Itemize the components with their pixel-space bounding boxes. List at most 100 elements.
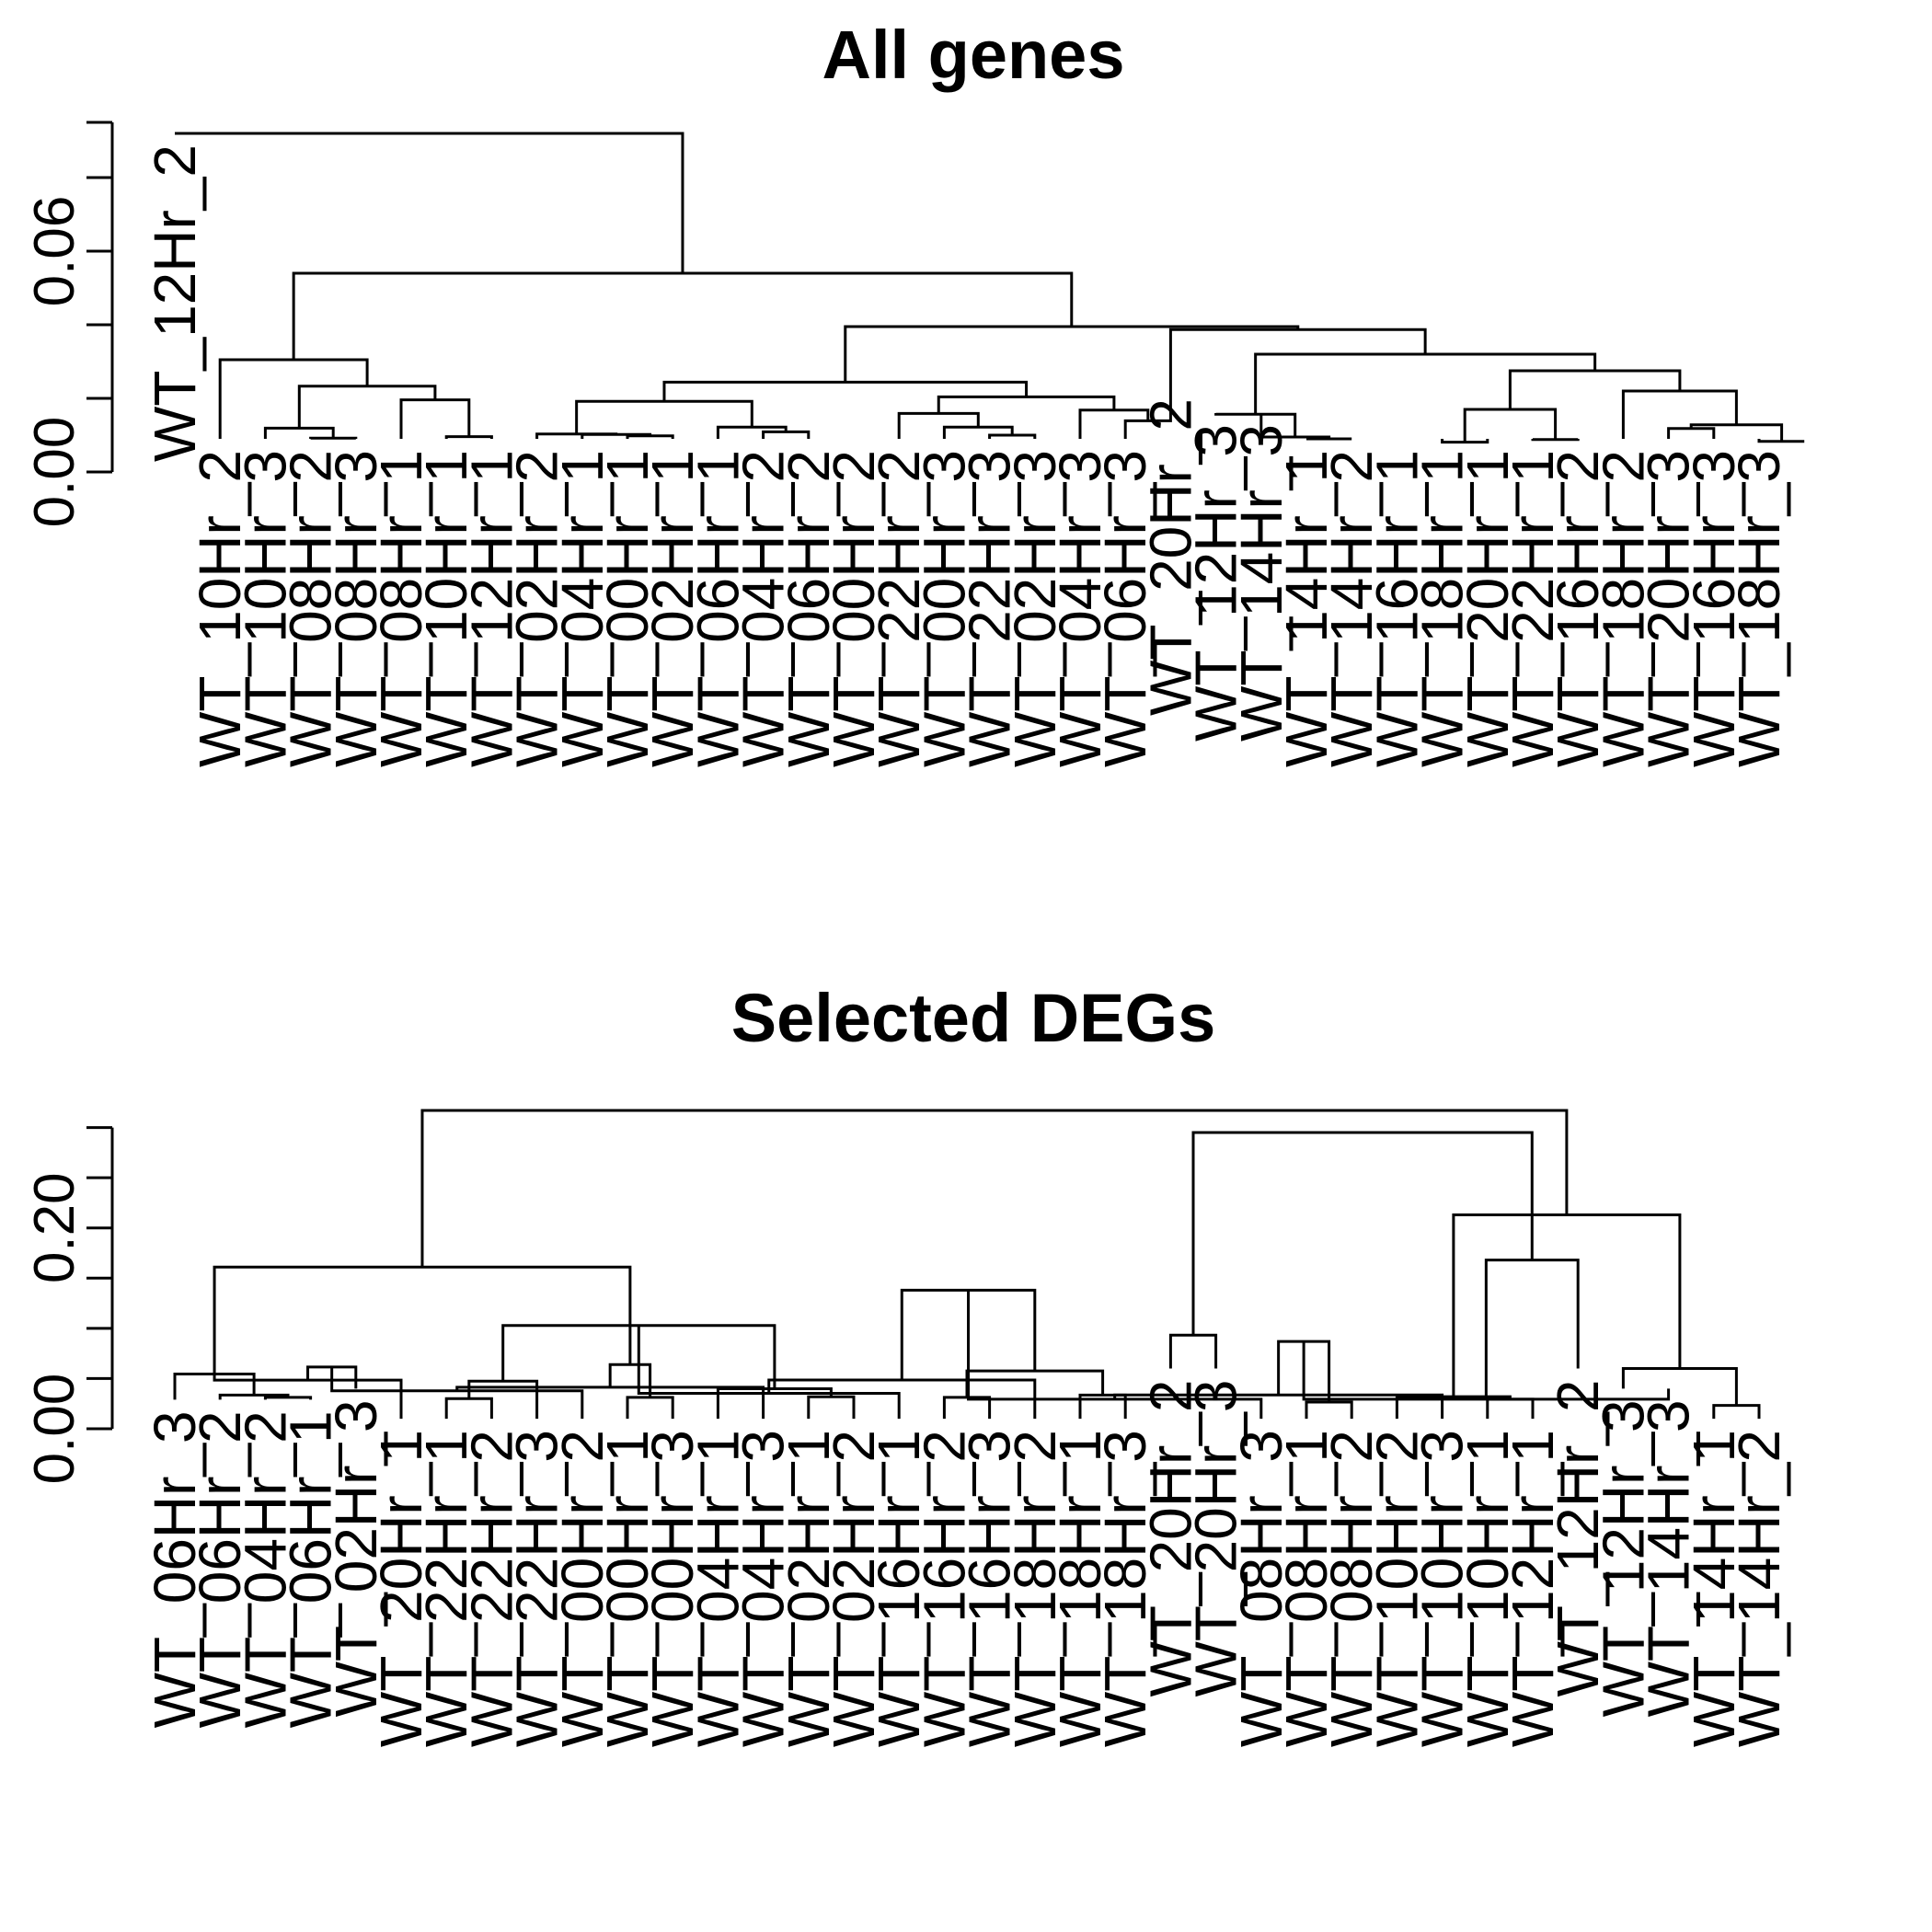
y-tick-label: 0.00 (23, 417, 86, 528)
leaf-label: WT_06Hr_2 (776, 450, 842, 767)
dendrogram-link (988, 433, 1037, 439)
dendrogram-link (1486, 1397, 1535, 1420)
dendrogram-link (399, 398, 471, 439)
dendrogram-link (1113, 1393, 1444, 1420)
dendrogram-link (420, 1109, 1569, 1268)
leaf-label: WT_06Hr_1 (278, 1410, 344, 1728)
leaf-label: WT_16Hr_3 (957, 1430, 1023, 1747)
leaf-label: WT_08Hr_2 (1318, 1430, 1385, 1747)
leaf-label: WT_22Hr_1 (1500, 450, 1566, 767)
leaf-label: WT_20Hr_3 (1183, 1380, 1249, 1697)
leaf-label: WT_02Hr_1 (639, 450, 706, 767)
leaf-label: WT_22Hr_1 (413, 1430, 479, 1747)
leaf-label: WT_08Hr_2 (278, 450, 344, 767)
dendrogram-link (575, 399, 753, 434)
dendrogram-link (1757, 439, 1805, 443)
leaf-label: WT_12Hr_2 (1545, 1380, 1611, 1697)
leaf-label: WT_18Hr_3 (1726, 450, 1792, 767)
leaf-label: WT_02Hr_2 (821, 1430, 887, 1747)
dendrogram-links (175, 132, 1805, 444)
leaf-label: WT_04Hr_3 (1047, 450, 1113, 767)
leaf-label: WT_08Hr_3 (323, 450, 389, 767)
dendrogram-link (807, 1395, 856, 1420)
panel-all-genes: All genes 0.000.06 WT_12Hr_2WT_10Hr_2WT_… (23, 17, 1805, 767)
dendrogram-link (626, 434, 674, 439)
y-axis: 0.00 0.06 (23, 121, 114, 528)
leaf-label: WT_18Hr_1 (1409, 450, 1476, 767)
leaf-label: WT_08Hr_1 (368, 450, 434, 767)
dendrogram-link (662, 380, 1029, 402)
dendrogram-link (1484, 1259, 1580, 1399)
leaf-label: WT_10Hr_3 (232, 450, 298, 767)
leaf-label: WT_12Hr_2 (142, 144, 208, 462)
y-tick-label: 0.20 (23, 1172, 86, 1283)
dendrogram-link (1277, 1340, 1331, 1402)
leaf-label: WT_04Hr_2 (730, 450, 797, 767)
dendrogram-link (1168, 328, 1427, 387)
leaf-label: WT_14Hr_1 (1681, 1430, 1747, 1747)
dendrogram-link (626, 1396, 674, 1420)
dendrogram-link (501, 1324, 776, 1389)
dendrogram-link (1667, 427, 1716, 439)
dendrogram-link (444, 1397, 493, 1420)
leaf-label: WT_02Hr_3 (323, 1399, 389, 1717)
dendrogram-link (535, 432, 618, 439)
y-tick-label: 0.06 (23, 196, 86, 307)
dendrogram-link (297, 385, 437, 429)
dendrogram-link (175, 132, 684, 273)
y-tick-label: 0.00 (23, 1374, 86, 1485)
leaf-label: WT_10Hr_1 (1455, 1430, 1521, 1747)
dendrogram-link (942, 425, 1014, 439)
dendrogram-link (1463, 408, 1558, 443)
leaf-label: WT_02Hr_3 (1002, 450, 1068, 767)
leaf-label: WT_04Hr_1 (549, 450, 615, 767)
dendrogram-link (762, 430, 811, 439)
dendrogram-link (637, 1325, 901, 1420)
leaf-label: WT_12Hr_3 (1590, 1399, 1656, 1717)
leaf-label: WT_20Hr_2 (1137, 1380, 1203, 1697)
dendrogram-link (213, 1374, 403, 1420)
leaf-label: WT_10Hr_2 (187, 450, 253, 767)
dendrogram-link (292, 271, 1074, 360)
leaf-label: WT_18Hr_3 (1092, 1430, 1158, 1747)
leaf-label: WT_22Hr_3 (504, 1430, 570, 1747)
dendrogram-link (444, 435, 493, 439)
dendrogram-links (173, 1109, 1761, 1420)
leaf-label: WT_08Hr_3 (1228, 1430, 1294, 1747)
leaf-label: WT_20Hr_3 (1636, 450, 1702, 767)
leaf-label: WT_16Hr_2 (1545, 450, 1611, 767)
leaf-label: WT_16Hr_1 (1363, 450, 1430, 767)
dendrogram-link (213, 1265, 632, 1374)
leaf-label: WT_14Hr_2 (1318, 450, 1385, 767)
leaf-label: WT_22Hr_2 (458, 1430, 524, 1747)
leaf-label: WT_22Hr_3 (957, 450, 1023, 767)
leaf-labels: WT_12Hr_2WT_10Hr_2WT_10Hr_3WT_08Hr_2WT_0… (142, 144, 1792, 767)
dendrogram-link (309, 436, 358, 440)
leaf-label: WT_18Hr_1 (1047, 1430, 1113, 1747)
dendrogram-link (844, 325, 1300, 383)
leaf-label: WT_00Hr_1 (594, 1430, 661, 1747)
dendrogram-link (1168, 1333, 1218, 1369)
leaf-label: WT_14Hr_3 (1636, 1399, 1702, 1717)
leaf-label: WT_12Hr_1 (1500, 1430, 1566, 1747)
leaf-label: WT_10Hr_3 (1409, 1430, 1476, 1747)
leaf-label: WT_20Hr_1 (1455, 450, 1521, 767)
dendrogram-link (608, 1363, 652, 1397)
dendrogram-link (1452, 1213, 1682, 1397)
leaf-label: WT_10Hr_1 (413, 450, 479, 767)
leaf-label: WT_18Hr_2 (1590, 450, 1656, 767)
dendrogram-link (1305, 1400, 1353, 1420)
leaf-label: WT_14Hr_3 (1228, 424, 1294, 742)
chart-title: All genes (822, 17, 1125, 93)
dendrogram-link (263, 1396, 313, 1400)
leaf-label: WT_00Hr_1 (594, 450, 661, 767)
leaf-label: WT_16Hr_1 (866, 1430, 932, 1747)
leaf-labels: WT_06Hr_3WT_06Hr_2WT_04Hr_2WT_06Hr_1WT_0… (142, 1380, 1792, 1748)
dendrogram-link (1191, 1131, 1534, 1336)
leaf-label: WT_12Hr_1 (458, 450, 524, 767)
leaf-label: WT_00Hr_3 (911, 450, 977, 767)
leaf-label: WT_16Hr_2 (911, 1430, 977, 1747)
leaf-label: WT_18Hr_2 (1002, 1430, 1068, 1747)
leaf-label: WT_08Hr_1 (1273, 1430, 1340, 1747)
